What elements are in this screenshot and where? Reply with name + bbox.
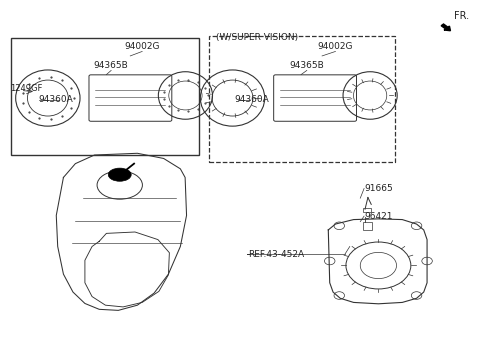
Text: 94365B: 94365B (289, 62, 324, 70)
Text: 94002G: 94002G (318, 42, 353, 52)
Text: (W/SUPER VISION): (W/SUPER VISION) (216, 33, 298, 42)
Ellipse shape (108, 168, 131, 181)
Bar (11, 38, 199, 155)
FancyArrow shape (441, 24, 450, 31)
Bar (209, 36, 395, 162)
Text: REF.43-452A: REF.43-452A (249, 250, 305, 259)
Text: 94002G: 94002G (124, 42, 160, 52)
Text: FR.: FR. (454, 11, 469, 22)
Bar (363, 208, 371, 212)
Text: 94365B: 94365B (94, 62, 129, 70)
Text: 94360A: 94360A (38, 95, 73, 104)
Text: 91665: 91665 (364, 184, 393, 193)
Text: 96421: 96421 (364, 212, 393, 221)
Text: 94360A: 94360A (234, 95, 269, 104)
Text: 1249GF: 1249GF (10, 84, 42, 93)
Bar (363, 222, 372, 230)
